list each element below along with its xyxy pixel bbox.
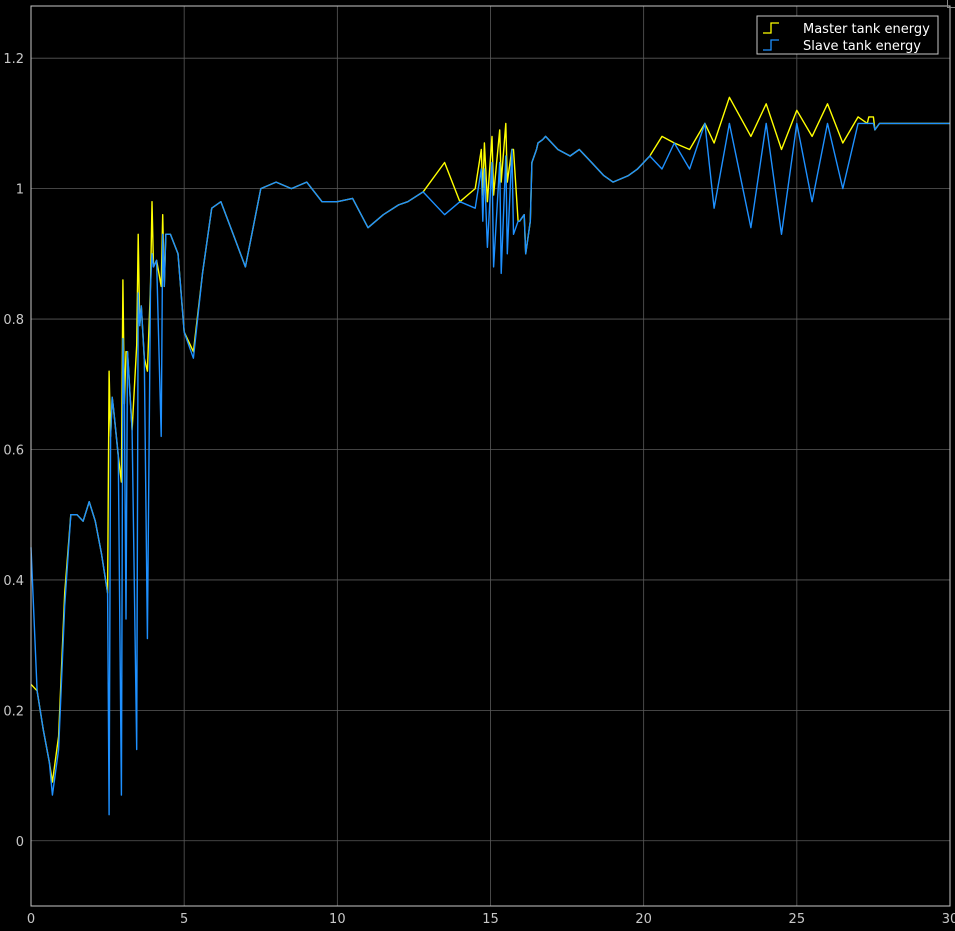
legend-label: Slave tank energy [803,39,921,54]
series-line-2 [30,122,950,816]
legend-swatch [763,39,779,51]
y-tick-label: 0 [16,835,24,850]
x-tick-label: 0 [27,912,35,927]
legend[interactable]: Master tank energy Slave tank energy [756,15,939,55]
legend-box [756,15,939,55]
x-tick-label: 25 [789,912,806,927]
x-tick-label: 5 [180,912,188,927]
series-line-1 [30,96,950,783]
x-tick-label: 30 [942,912,955,927]
expand-icon[interactable] [947,0,955,8]
y-tick-label: 0.6 [3,443,24,458]
y-tick-label: 0.8 [3,313,24,328]
y-axis-ticks: 0 0.2 0.4 0.6 0.8 1 1.2 [3,52,24,850]
axes-box [30,5,951,907]
series-lines [30,96,950,816]
y-tick-label: 0.2 [3,704,24,719]
x-axis-ticks: 0 5 10 15 20 25 30 [27,912,955,927]
y-tick-label: 1.2 [3,52,24,67]
y-tick-label: 1 [16,183,24,198]
grid [30,6,951,906]
legend-label: Master tank energy [803,22,930,37]
x-tick-label: 10 [329,912,346,927]
legend-swatch [763,22,779,34]
x-tick-label: 15 [482,912,499,927]
x-tick-label: 20 [635,912,652,927]
y-tick-label: 0.4 [3,574,24,589]
